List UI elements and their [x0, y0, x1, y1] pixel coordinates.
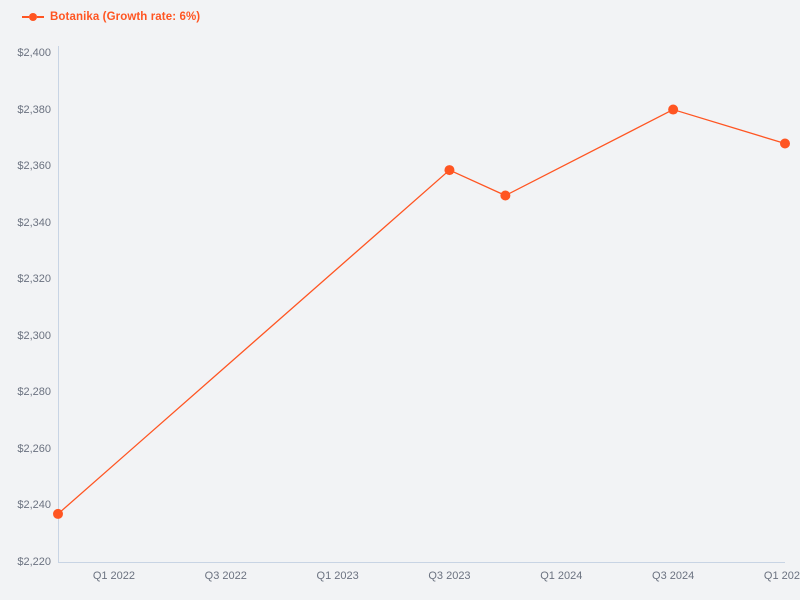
- legend-item-botanika[interactable]: Botanika (Growth rate: 6%): [22, 11, 200, 23]
- y-axis-tick-label: $2,380: [17, 103, 51, 116]
- x-axis-tick-label: Q1 2023: [316, 570, 359, 582]
- y-axis-tick-label: $2,260: [17, 442, 51, 455]
- y-axis-tick-label: $2,360: [17, 160, 51, 173]
- y-axis-tick-label: $2,280: [17, 386, 51, 399]
- series-line-botanika: [57, 108, 786, 515]
- y-axis-tick-label: $2,240: [17, 499, 51, 512]
- line-marker-icon: [22, 11, 44, 23]
- legend-item-label: Botanika (Growth rate: 6%): [50, 11, 201, 23]
- y-axis-tick-labels: $2,400 $2,380 $2,360 $2,340 $2,320 $2,300 $2,2…: [0, 0, 51, 600]
- chart-legend: Botanika (Growth rate: 6%): [22, 9, 200, 25]
- x-axis-tick-label: Q3 2023: [428, 570, 471, 582]
- x-axis-tick-label: Q1 2022: [92, 570, 136, 582]
- x-axis-tick-label: Q1 2024: [540, 570, 583, 582]
- x-axis-tick-label: Q3 2022: [204, 570, 247, 582]
- data-point-marker[interactable]: Q4 2023: $2,350: [500, 190, 511, 201]
- data-point-marker[interactable]: Q3 2024: $2,380: [668, 104, 679, 115]
- x-axis-tick-labels: Q1 2022 Q3 2022 Q1 2023 Q3 2023 Q1 2024 Q3 20…: [0, 570, 800, 590]
- y-axis-tick-label: $2,340: [17, 216, 51, 229]
- x-axis-tick-label: Q1 2025: [763, 570, 800, 582]
- y-axis-tick-label: $2,300: [17, 329, 51, 342]
- x-axis-tick-label: Q3 2024: [652, 570, 695, 582]
- y-axis-tick-label: $2,400: [17, 47, 51, 59]
- y-axis-tick-label: $2,320: [17, 273, 51, 286]
- data-point-marker[interactable]: Q4 2021: $2,237: [53, 508, 63, 519]
- y-axis-tick-label: $2,220: [17, 556, 51, 568]
- series-markers-botanika: Q4 2021: $2,237 Q3 2023: $2,359 Q4 2023: $…: [53, 104, 790, 519]
- data-point-marker[interactable]: Q1 2025: $2,368: [780, 138, 790, 149]
- x-axis-line: [58, 562, 785, 563]
- y-axis-line: [58, 46, 59, 563]
- data-point-marker[interactable]: Q3 2023: $2,359: [444, 165, 455, 176]
